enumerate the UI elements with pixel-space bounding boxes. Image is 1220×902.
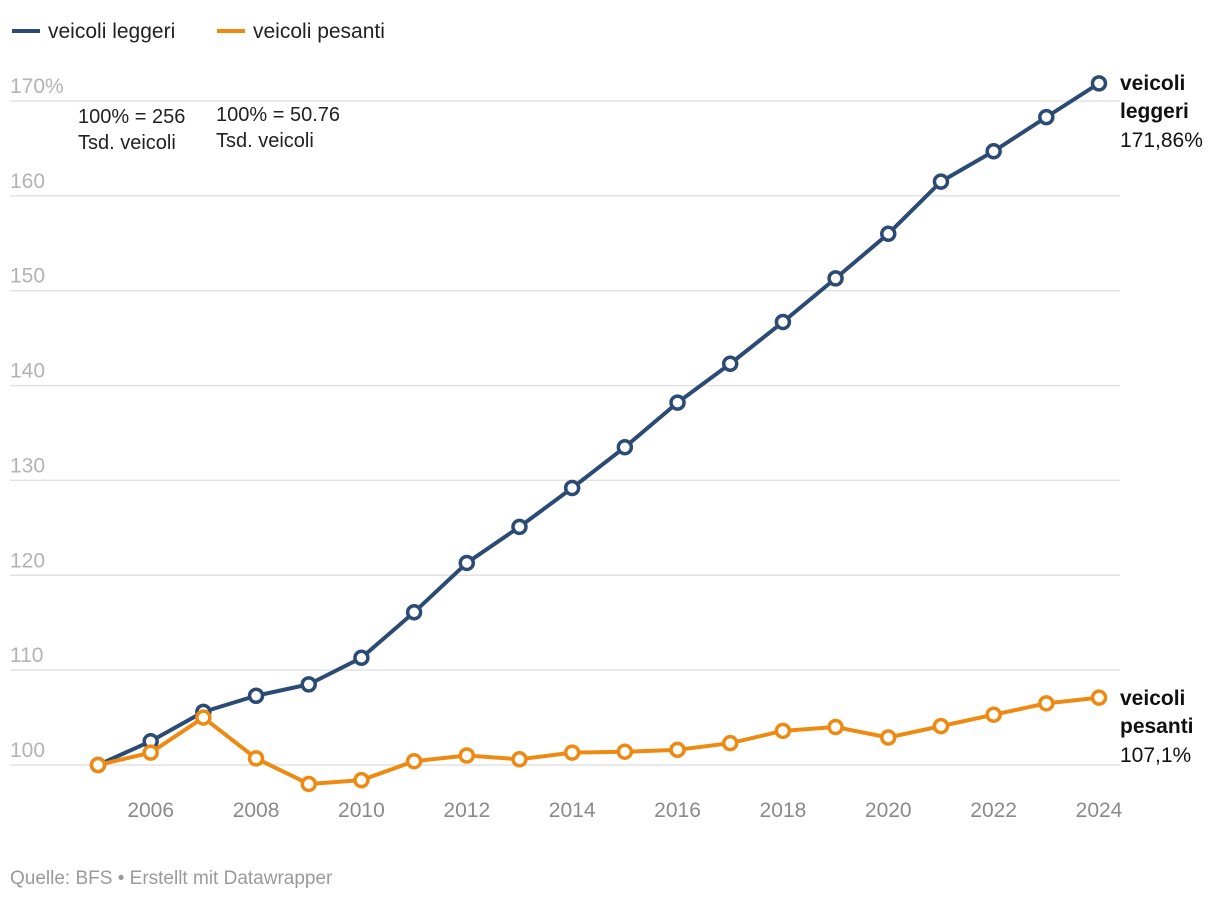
point-veicoli-pesanti-2015 — [616, 743, 634, 760]
point-veicoli-leggeri-2013 — [511, 518, 528, 536]
x-tick-2010: 2010 — [338, 799, 385, 822]
end-label-veicoli-pesanti: veicoli pesanti — [1120, 687, 1194, 738]
point-veicoli-pesanti-2009 — [300, 775, 317, 793]
point-veicoli-pesanti-2019 — [827, 718, 844, 736]
point-veicoli-leggeri-2015 — [616, 438, 634, 456]
point-veicoli-leggeri-2021 — [932, 173, 950, 190]
point-veicoli-leggeri-2023 — [1038, 108, 1055, 126]
point-veicoli-pesanti-2006 — [142, 744, 159, 761]
legend-label-veicoli-leggeri: veicoli leggeri — [48, 20, 175, 43]
point-veicoli-pesanti-2017 — [721, 734, 739, 752]
annotation-light-vehicles-base: 100% = 256 Tsd. veicoli — [78, 106, 191, 154]
point-veicoli-leggeri-2018 — [774, 313, 792, 331]
end-labels: veicoli leggeri 171,86% veicoli pesanti … — [1120, 72, 1203, 767]
annotation-heavy-vehicles-base: 100% = 50.76 Tsd. veicoli — [216, 104, 346, 152]
point-veicoli-pesanti-2005 — [89, 756, 107, 774]
x-tick-2012: 2012 — [443, 799, 490, 822]
point-veicoli-pesanti-2011 — [405, 752, 423, 770]
x-axis-ticks: 2006 2008 2010 2012 2014 2016 2018 2020 2022 2024 — [127, 799, 1122, 822]
point-veicoli-pesanti-2016 — [669, 741, 686, 759]
x-tick-2018: 2018 — [760, 799, 807, 822]
y-tick-160: 160 — [10, 170, 45, 193]
point-veicoli-leggeri-2020 — [880, 225, 897, 243]
y-tick-120: 120 — [10, 549, 45, 572]
point-veicoli-pesanti-2022 — [985, 706, 1002, 723]
point-veicoli-leggeri-2019 — [827, 270, 844, 287]
point-veicoli-leggeri-2011 — [405, 604, 423, 621]
x-tick-2024: 2024 — [1076, 799, 1123, 822]
y-tick-150: 150 — [10, 265, 45, 288]
point-veicoli-pesanti-2024 — [1090, 689, 1108, 706]
point-veicoli-leggeri-2022 — [985, 143, 1002, 160]
point-veicoli-pesanti-2013 — [511, 751, 528, 768]
point-veicoli-leggeri-2017 — [721, 355, 739, 373]
point-veicoli-pesanti-2007 — [195, 709, 212, 726]
point-veicoli-leggeri-2012 — [458, 554, 476, 572]
point-veicoli-pesanti-2012 — [458, 747, 476, 764]
x-tick-2016: 2016 — [654, 799, 701, 822]
series-line-veicoli-leggeri — [96, 81, 1101, 767]
footer-source: Quelle: BFS • Erstellt mit Datawrapper — [10, 868, 333, 889]
x-tick-2020: 2020 — [865, 799, 912, 822]
x-tick-2006: 2006 — [127, 799, 174, 822]
point-veicoli-leggeri-2010 — [353, 649, 370, 667]
end-value-veicoli-leggeri: 171,86% — [1120, 129, 1203, 152]
x-tick-2008: 2008 — [233, 799, 280, 822]
point-veicoli-leggeri-2008 — [247, 687, 265, 705]
point-veicoli-leggeri-2014 — [563, 479, 581, 497]
y-tick-130: 130 — [10, 454, 45, 477]
point-veicoli-pesanti-2010 — [353, 771, 370, 789]
x-tick-2014: 2014 — [549, 799, 596, 822]
point-veicoli-leggeri-2024 — [1090, 75, 1108, 92]
y-tick-100: 100 — [10, 739, 45, 762]
end-value-veicoli-pesanti: 107,1% — [1120, 744, 1191, 767]
x-tick-2022: 2022 — [970, 799, 1017, 822]
legend: veicoli leggeri veicoli pesanti — [12, 20, 385, 43]
point-veicoli-leggeri-2009 — [300, 676, 317, 693]
y-tick-140: 140 — [10, 360, 45, 383]
point-veicoli-pesanti-2008 — [247, 750, 265, 767]
y-tick-170: 170% — [10, 75, 64, 98]
point-veicoli-pesanti-2018 — [774, 722, 792, 740]
legend-label-veicoli-pesanti: veicoli pesanti — [253, 20, 385, 43]
point-veicoli-leggeri-2016 — [669, 394, 686, 411]
series-line-veicoli-pesanti — [96, 695, 1101, 786]
gridlines — [10, 100, 1120, 766]
series-group — [89, 75, 1108, 793]
point-veicoli-pesanti-2014 — [563, 744, 581, 761]
end-label-veicoli-leggeri: veicoli leggeri — [1120, 72, 1191, 123]
point-veicoli-pesanti-2023 — [1038, 695, 1055, 712]
point-veicoli-pesanti-2021 — [932, 717, 950, 735]
point-veicoli-pesanti-2020 — [880, 729, 897, 746]
annotations: 100% = 256 Tsd. veicoli 100% = 50.76 Tsd… — [78, 104, 346, 154]
y-tick-110: 110 — [10, 644, 43, 667]
y-axis-ticks: 100 110 120 130 140 150 160 170% — [10, 75, 64, 762]
